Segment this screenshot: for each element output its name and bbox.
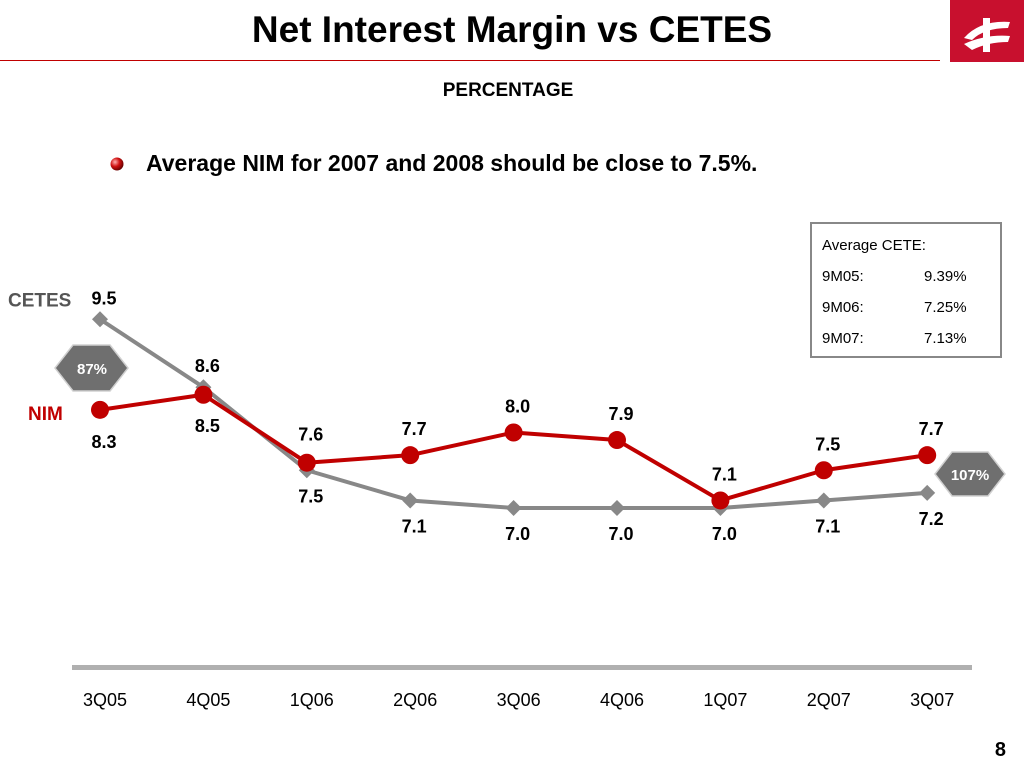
- cetes-data-label: 7.0: [712, 524, 737, 544]
- x-tick-label: 4Q05: [186, 690, 230, 710]
- cete-value: 9.39%: [924, 268, 967, 285]
- nim-data-label: 7.6: [298, 425, 323, 445]
- cetes-point: [919, 484, 936, 501]
- nim-data-label: 7.7: [402, 419, 427, 439]
- x-tick-label: 2Q06: [393, 690, 437, 710]
- nim-point: [504, 423, 523, 442]
- page-number: 8: [994, 739, 1006, 761]
- chart-subtitle: PERCENTAGE: [442, 80, 574, 101]
- badge-107-percent: 107%: [934, 451, 1006, 497]
- nim-series-label: NIM: [28, 404, 63, 425]
- badge-87-percent-label: 87%: [77, 361, 107, 378]
- cete-period: 9M07:: [822, 330, 864, 347]
- nim-data-label: 7.9: [608, 404, 633, 424]
- nim-data-label: 8.5: [195, 416, 220, 436]
- x-tick-label: 1Q07: [703, 690, 747, 710]
- nim-point: [297, 453, 316, 472]
- cetes-data-label: 7.1: [815, 516, 840, 536]
- nim-data-label: 7.1: [712, 464, 737, 484]
- badge-107-percent-label: 107%: [951, 467, 989, 484]
- x-tick-label: 1Q06: [290, 690, 334, 710]
- slide-title: Net Interest Margin vs CETES: [251, 9, 773, 50]
- cetes-data-label: 7.2: [919, 509, 944, 529]
- average-cete-heading: Average CETE:: [822, 237, 926, 254]
- cetes-data-label: 7.5: [298, 486, 323, 506]
- nim-point: [194, 385, 213, 404]
- title-divider: [0, 60, 940, 61]
- x-tick-label: 3Q06: [497, 690, 541, 710]
- cete-value: 7.13%: [924, 330, 967, 347]
- x-tick-label: 3Q07: [910, 690, 954, 710]
- nim-point: [918, 446, 937, 465]
- nim-point: [608, 431, 626, 450]
- cetes-point: [609, 500, 625, 516]
- cetes-data-label: 8.6: [195, 356, 220, 376]
- cetes-data-label: 9.5: [91, 288, 116, 308]
- cetes-data-label: 7.0: [505, 524, 530, 544]
- x-tick-label: 2Q07: [807, 690, 851, 710]
- cetes-point: [815, 492, 832, 509]
- cetes-point: [92, 311, 108, 328]
- cetes-point: [505, 500, 522, 516]
- cetes-data-label: 7.1: [402, 516, 427, 536]
- bullet-sphere-icon: [110, 157, 124, 170]
- nim-data-label: 7.7: [919, 419, 944, 439]
- cetes-series-label: CETES: [8, 290, 71, 311]
- nim-point: [814, 461, 833, 480]
- cete-row: 9M06: 7.25%: [822, 297, 1000, 328]
- cete-value: 7.25%: [924, 299, 967, 316]
- cetes-point: [402, 492, 419, 509]
- cete-row: 9M05: 9.39%: [822, 266, 1000, 297]
- cetes-data-label: 7.0: [608, 524, 633, 544]
- nim-point: [91, 400, 109, 419]
- brand-logo-icon: [950, 0, 1024, 62]
- nim-data-label: 8.3: [91, 432, 116, 452]
- nim-point: [711, 491, 730, 510]
- cete-row: 9M07: 7.13%: [822, 328, 1000, 359]
- nim-point: [401, 446, 420, 465]
- nim-data-label: 7.5: [815, 434, 840, 454]
- average-cete-box: Average CETE: 9M05: 9.39% 9M06: 7.25% 9M…: [810, 222, 1002, 358]
- cete-period: 9M05:: [822, 268, 864, 285]
- nim-data-label: 8.0: [505, 397, 530, 417]
- bullet-point: Average NIM for 2007 and 2008 should be …: [110, 150, 757, 177]
- x-axis-bar: [72, 665, 972, 670]
- cete-period: 9M06:: [822, 299, 864, 316]
- badge-87-percent: 87%: [54, 344, 129, 392]
- x-tick-label: 3Q05: [83, 690, 127, 710]
- bullet-text: Average NIM for 2007 and 2008 should be …: [146, 150, 758, 176]
- x-tick-label: 4Q06: [600, 690, 644, 710]
